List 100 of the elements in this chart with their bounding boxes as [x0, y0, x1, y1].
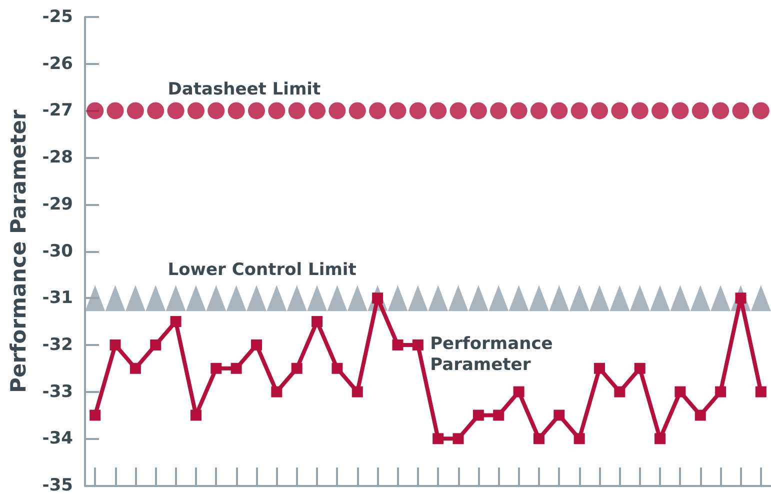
- point: [510, 102, 528, 120]
- point: [430, 102, 447, 120]
- point: [672, 102, 689, 120]
- point: [248, 102, 265, 120]
- point: [190, 410, 202, 421]
- y-tick-label: -33: [42, 382, 73, 402]
- point: [308, 102, 326, 120]
- point: [674, 386, 686, 398]
- point: [634, 362, 646, 374]
- y-tick-label: -30: [42, 241, 74, 262]
- point: [409, 102, 426, 120]
- point: [694, 410, 706, 421]
- point: [146, 285, 166, 312]
- point: [369, 102, 386, 120]
- point: [652, 102, 669, 120]
- point: [468, 285, 488, 312]
- point: [590, 285, 610, 312]
- point: [630, 285, 650, 312]
- point: [327, 285, 348, 312]
- y-tick-label: -32: [42, 334, 73, 355]
- point: [106, 102, 124, 120]
- point: [591, 102, 608, 120]
- point: [470, 102, 487, 120]
- point: [488, 285, 509, 312]
- point: [493, 410, 504, 421]
- y-tick-label: -26: [42, 54, 73, 74]
- point: [170, 316, 182, 328]
- point: [312, 316, 323, 328]
- point: [246, 285, 266, 312]
- point: [228, 102, 245, 120]
- point: [490, 102, 508, 120]
- point: [388, 285, 408, 312]
- point: [712, 102, 730, 120]
- point: [654, 433, 666, 444]
- point: [210, 362, 222, 374]
- point: [528, 285, 549, 312]
- point: [752, 102, 770, 120]
- point: [186, 285, 206, 312]
- point: [452, 433, 464, 444]
- point: [692, 102, 709, 120]
- point: [570, 102, 588, 120]
- point: [167, 102, 184, 120]
- point: [650, 285, 670, 312]
- series-label: Datasheet Limit: [168, 80, 321, 100]
- y-tick-label: -25: [42, 7, 73, 27]
- point: [291, 362, 302, 374]
- point: [732, 102, 750, 120]
- point: [147, 102, 164, 120]
- point: [85, 285, 106, 312]
- point: [530, 102, 548, 120]
- point: [105, 285, 126, 312]
- point: [332, 362, 343, 374]
- point: [508, 285, 529, 312]
- point: [750, 285, 771, 312]
- y-tick-label: -27: [42, 100, 73, 121]
- point: [348, 102, 366, 120]
- point: [412, 339, 424, 350]
- point: [428, 285, 448, 312]
- point: [166, 285, 186, 312]
- point: [450, 102, 467, 120]
- point: [288, 102, 306, 120]
- point: [690, 285, 710, 312]
- point: [206, 285, 226, 312]
- series-label: Performance Parameter: [430, 334, 559, 375]
- series-label: Lower Control Limit: [168, 260, 356, 280]
- y-tick-label: -29: [42, 194, 73, 214]
- point: [130, 362, 141, 374]
- point: [614, 386, 626, 398]
- y-tick-label: -34: [42, 428, 74, 449]
- point: [271, 386, 282, 398]
- point: [226, 285, 246, 312]
- point: [126, 102, 144, 120]
- point: [448, 285, 468, 312]
- point: [574, 433, 585, 444]
- point: [328, 102, 346, 120]
- y-tick-label: -35: [42, 476, 73, 494]
- point: [266, 285, 287, 312]
- point: [110, 339, 121, 350]
- point: [670, 285, 690, 312]
- y-tick-label: -31: [42, 288, 73, 308]
- point: [408, 285, 428, 312]
- point: [187, 102, 204, 120]
- point: [631, 102, 648, 120]
- point: [533, 433, 544, 444]
- point: [352, 386, 363, 398]
- point: [230, 362, 242, 374]
- point: [610, 285, 630, 312]
- point: [90, 410, 101, 421]
- point: [594, 362, 605, 374]
- point: [392, 339, 404, 350]
- point: [569, 285, 590, 312]
- point: [715, 386, 726, 398]
- point: [347, 285, 368, 312]
- point: [513, 386, 524, 398]
- point: [208, 102, 225, 120]
- point: [307, 285, 328, 312]
- point: [611, 102, 628, 120]
- point: [150, 339, 162, 350]
- point: [472, 410, 484, 421]
- point: [755, 386, 766, 398]
